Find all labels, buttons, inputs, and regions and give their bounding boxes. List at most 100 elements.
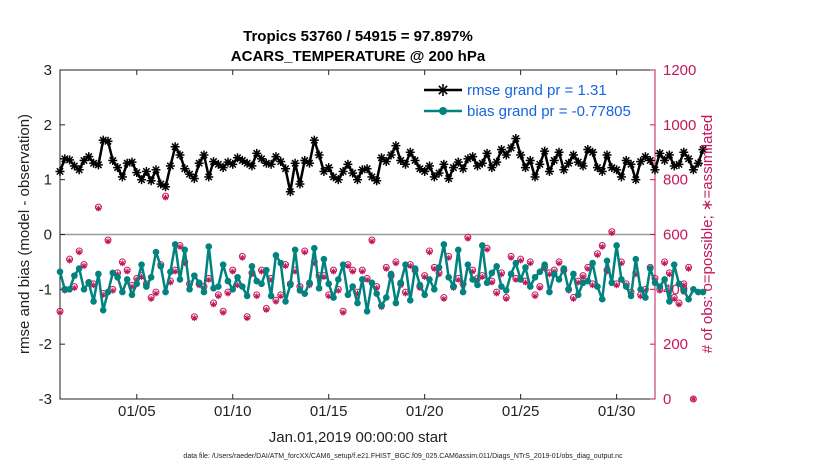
rmse-point (103, 136, 113, 146)
bias-point (430, 286, 438, 293)
obs-assimilated-point (71, 284, 78, 291)
obs-assimilated-point (368, 238, 375, 245)
y-right-tick-label: 1200 (663, 62, 696, 79)
bias-point (99, 306, 107, 314)
rmse-point (477, 158, 487, 168)
bias-point (656, 283, 664, 290)
x-tick-label: 01/20 (406, 403, 444, 420)
bias-point (570, 270, 577, 278)
bias-point (411, 265, 419, 272)
bias-point (694, 288, 702, 296)
obs-assimilated-point (359, 268, 366, 275)
obs-assimilated-point (330, 268, 337, 275)
rmse-point (684, 154, 694, 164)
rmse-point (165, 161, 175, 171)
bias-point (176, 276, 184, 283)
y-right-tick-label: 800 (663, 172, 688, 189)
y-tick-label: -3 (39, 391, 52, 408)
rmse-point (108, 155, 118, 165)
obs-assimilated-point (282, 263, 289, 270)
obs-assimilated-point (277, 293, 284, 300)
rmse-point (616, 172, 626, 182)
bias-point (440, 241, 448, 248)
bias-point (426, 276, 433, 283)
bias-point (272, 252, 280, 259)
x-tick-label: 01/05 (118, 403, 156, 420)
bias-point (517, 276, 524, 283)
rmse-point (137, 175, 147, 185)
obs-assimilated-point (613, 282, 620, 289)
x-axis-label: Jan.01,2019 00:00:00 start (269, 429, 448, 446)
y-right-tick-label: 1000 (663, 117, 696, 134)
rmse-point (530, 172, 540, 182)
bias-point (613, 242, 620, 249)
rmse-point (688, 165, 698, 175)
obs-assimilated-point (484, 246, 491, 253)
bias-point (75, 265, 83, 272)
rmse-point (564, 158, 574, 168)
bias-point (354, 299, 361, 307)
x-tick-label: 01/10 (214, 403, 252, 420)
obs-assimilated-point (215, 293, 222, 300)
bias-point (205, 243, 213, 250)
bias-point (584, 277, 592, 285)
bias-point (368, 279, 376, 287)
bias-point (387, 270, 395, 278)
bias-point (416, 281, 424, 289)
rmse-point (295, 179, 305, 189)
obs-assimilated-point (685, 265, 692, 272)
obs-assimilated-point (402, 290, 409, 297)
bias-point (152, 248, 160, 256)
bias-point (253, 277, 261, 285)
bias-point (282, 298, 289, 305)
bias-point (147, 273, 155, 281)
rmse-point (376, 153, 386, 163)
rmse-point (525, 155, 535, 165)
y-axis-label: rmse and bias (model - observation) (16, 114, 33, 354)
bias-point (685, 295, 692, 303)
x-tick-label: 01/15 (310, 403, 348, 420)
obs-assimilated-point (479, 273, 486, 280)
bias-point (382, 294, 390, 301)
bias-point (378, 302, 385, 310)
bias-point (536, 268, 544, 276)
bias-point (181, 246, 189, 254)
obs-assimilated-point (57, 309, 63, 316)
rmse-point (386, 150, 396, 160)
obs-assimilated-point (608, 230, 615, 237)
bias-point (402, 261, 409, 268)
rmse-point (434, 168, 444, 178)
bias-point (498, 283, 505, 290)
bias-point (128, 291, 136, 299)
rmse-point (266, 159, 276, 169)
bias-point (690, 286, 697, 293)
obs-assimilated-point (671, 295, 678, 302)
obs-assimilated-point (239, 254, 246, 261)
bias-point (291, 246, 299, 254)
bias-point (637, 286, 644, 293)
rmse-point (453, 157, 463, 167)
obs-assimilated-point (508, 254, 515, 261)
bias-point (406, 297, 414, 304)
bias-point (373, 290, 380, 298)
obs-assimilated-point (455, 276, 462, 283)
bias-point (502, 287, 510, 294)
bias-point (277, 259, 285, 267)
rmse-point (372, 176, 382, 186)
rmse-point (309, 135, 319, 145)
rmse-point (146, 176, 156, 186)
obs-assimilated-point (301, 249, 308, 256)
rmse-point (492, 157, 502, 167)
rmse-point (74, 165, 84, 175)
obs-assimilated-point (580, 273, 587, 280)
bias-point (114, 273, 121, 281)
obs-assimilated-point (666, 271, 673, 278)
rmse-point (535, 159, 545, 169)
rmse-point (381, 157, 391, 167)
rmse-point (84, 152, 94, 162)
bias-point (191, 272, 198, 279)
rmse-point (568, 150, 578, 160)
bias-point (167, 268, 174, 276)
